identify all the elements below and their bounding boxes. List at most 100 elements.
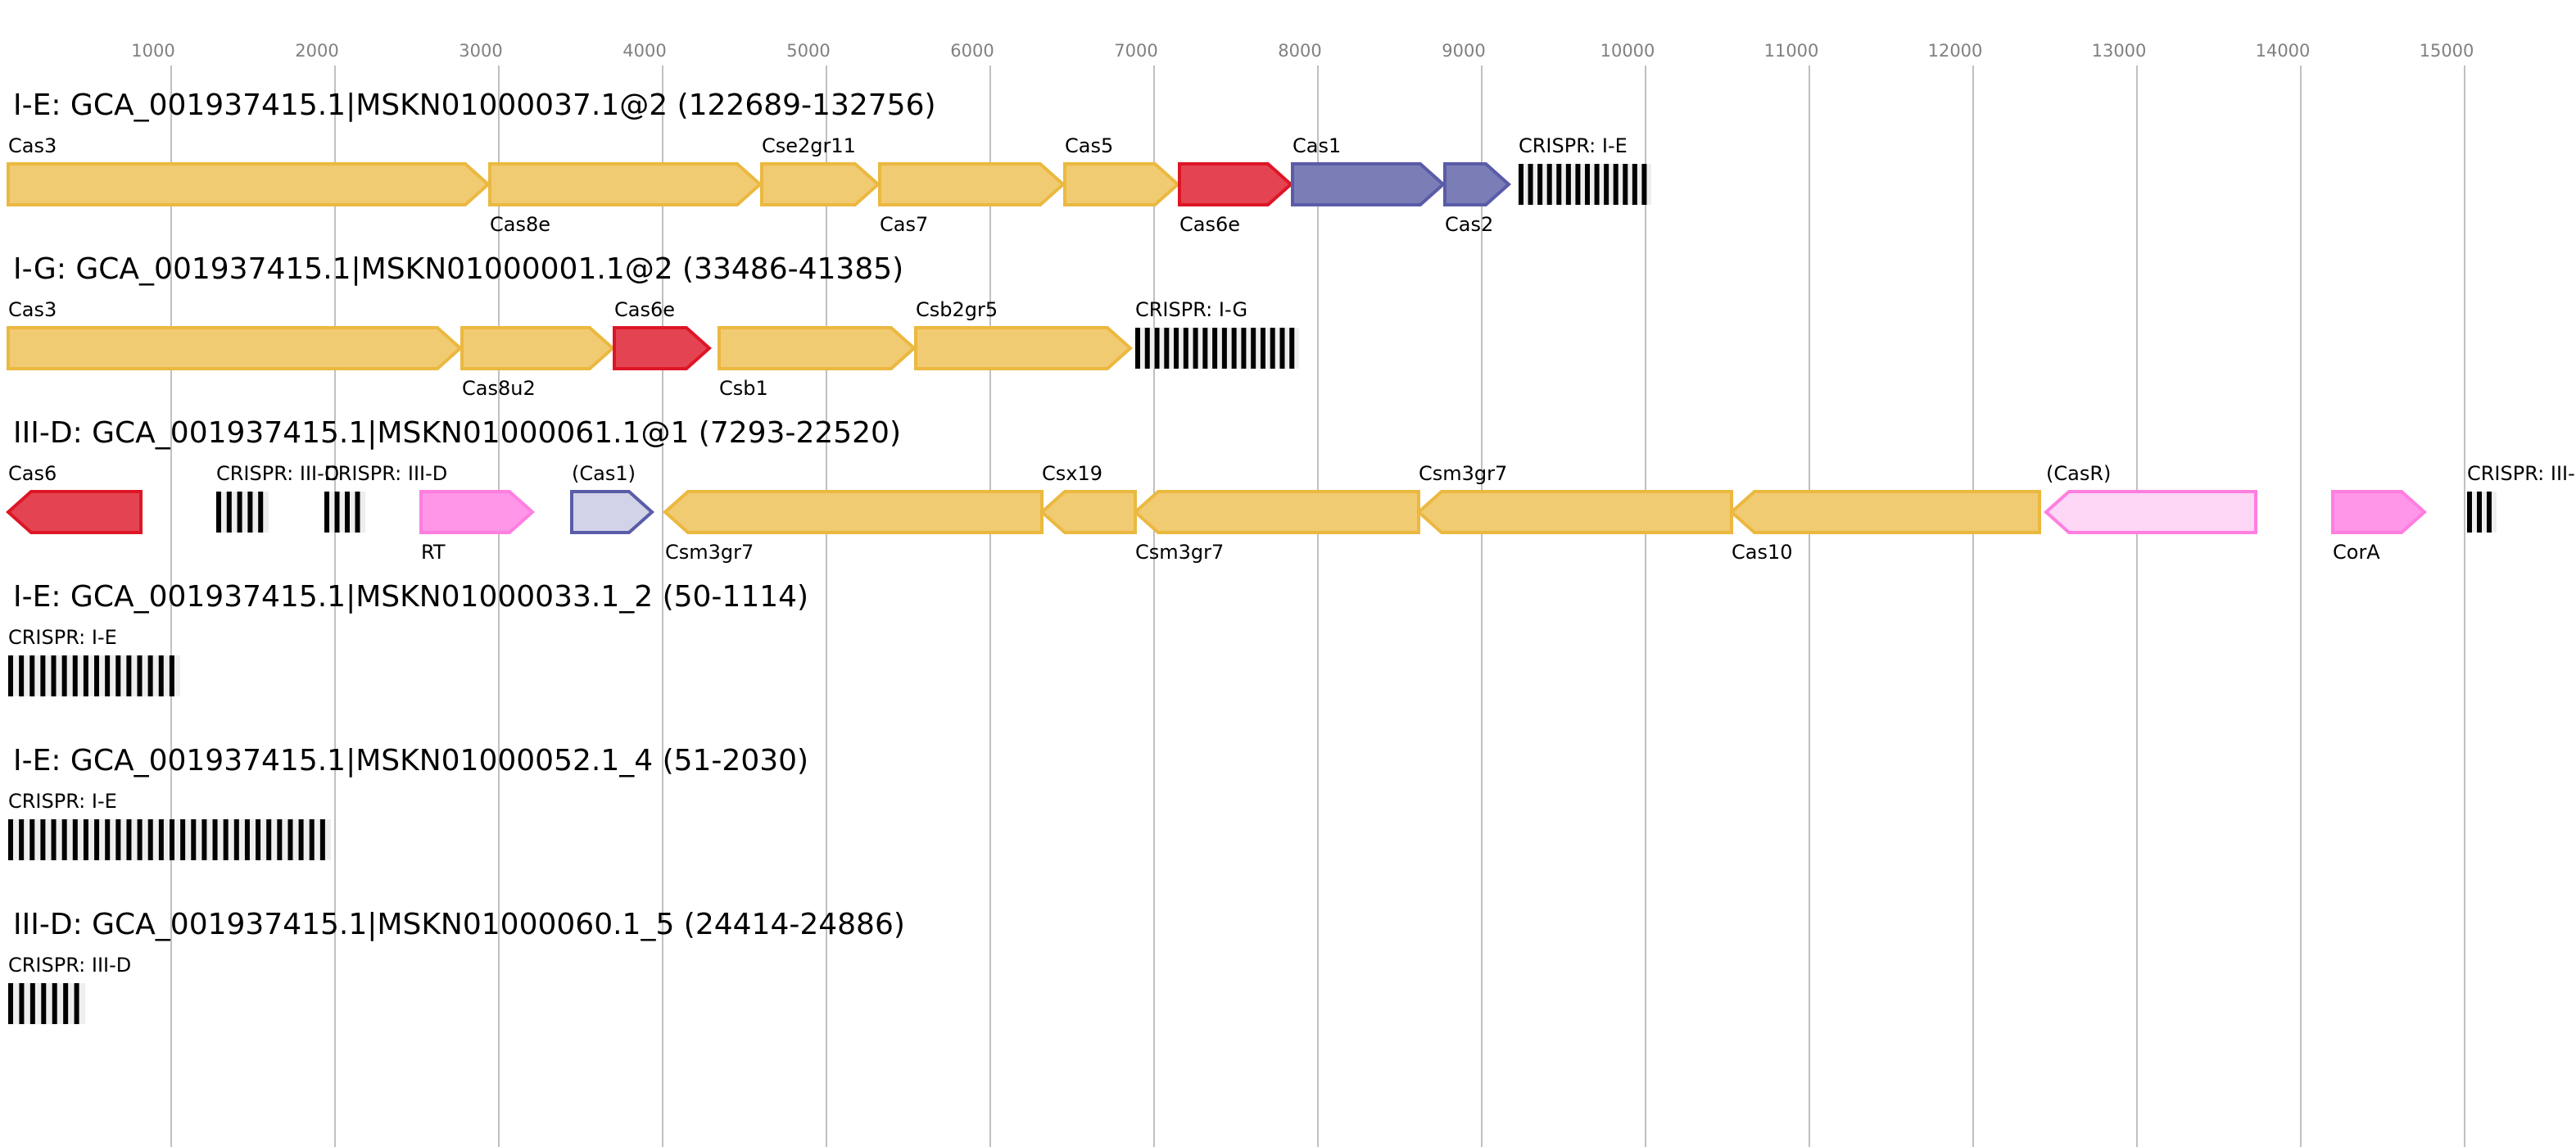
- crispr-repeat: [19, 983, 25, 1024]
- locus-row: I-E: GCA_001937415.1|MSKN01000033.1_2 (5…: [8, 580, 808, 696]
- feature-label: Cas7: [880, 213, 928, 236]
- crispr-repeat: [19, 819, 25, 860]
- crispr-repeat: [1193, 328, 1198, 369]
- crispr-repeat: [244, 819, 250, 860]
- gene-shape: [488, 162, 763, 206]
- gene-shape: [2331, 490, 2428, 534]
- locus-row: I-E: GCA_001937415.1|MSKN01000037.1@2 (1…: [7, 88, 1651, 236]
- gene-shape: [613, 326, 713, 370]
- crispr-repeat: [1279, 328, 1285, 369]
- crispr-repeat: [63, 983, 69, 1024]
- crispr-repeat: [8, 819, 13, 860]
- gene-shape: [5, 490, 143, 534]
- gene-arrow: Csb1: [718, 326, 917, 400]
- crispr-repeat: [1613, 164, 1618, 205]
- axis-tick-label: 3000: [459, 41, 502, 61]
- gene-arrow: Cas6e: [1178, 162, 1294, 236]
- gene-shape: [1039, 490, 1137, 534]
- crispr-repeat: [1231, 328, 1237, 369]
- feature-label: CorA: [2333, 541, 2380, 564]
- rows-layer: I-E: GCA_001937415.1|MSKN01000037.1@2 (1…: [5, 88, 2576, 1024]
- feature-label: Cas10: [1732, 541, 1793, 564]
- crispr-repeat: [258, 492, 264, 533]
- crispr-repeat: [29, 655, 35, 696]
- gene-arrow: CorA: [2331, 490, 2428, 564]
- crispr-repeat: [105, 655, 111, 696]
- crispr-repeat: [115, 819, 121, 860]
- feature-label: RT: [421, 541, 446, 564]
- feature-label: Csx19: [1042, 462, 1102, 485]
- crispr-repeat: [41, 983, 47, 1024]
- gene-arrow: Csb2gr5: [914, 298, 1134, 370]
- crispr-repeat: [1556, 164, 1562, 205]
- crispr-repeat: [105, 819, 111, 860]
- crispr-repeat: [51, 655, 57, 696]
- crispr-repeat: [40, 819, 46, 860]
- grid-layer: 1000 2000 3000 4000 5000 6000 7000 8000 9000 1000…: [131, 41, 2474, 1147]
- locus-title: III-D: GCA_001937415.1|MSKN01000060.1_5 …: [13, 908, 905, 941]
- locus-title: I-G: GCA_001937415.1|MSKN01000001.1@2 (3…: [13, 252, 903, 286]
- axis-tick-label: 5000: [786, 41, 830, 61]
- crispr-repeat: [137, 819, 143, 860]
- crispr-repeat: [169, 655, 174, 696]
- crispr-repeat: [319, 819, 325, 860]
- crispr-repeat: [233, 819, 239, 860]
- crispr-repeat: [247, 492, 253, 533]
- crispr-repeat: [158, 819, 164, 860]
- locus-title: I-E: GCA_001937415.1|MSKN01000033.1_2 (5…: [13, 580, 808, 614]
- crispr-repeat: [1174, 328, 1179, 369]
- feature-label: Cas6e: [614, 298, 675, 321]
- crispr-repeat: [2487, 492, 2492, 533]
- feature-label: Csm3gr7: [1419, 462, 1507, 485]
- crispr-repeat: [1519, 164, 1523, 205]
- crispr-repeat: [1135, 328, 1140, 369]
- gene-arrow: Cse2gr11: [760, 134, 881, 206]
- gene-shape: [7, 162, 491, 206]
- feature-label: Cas3: [8, 134, 57, 157]
- locus-title: III-D: GCA_001937415.1|MSKN01000061.1@1 …: [13, 416, 901, 450]
- crispr-repeat: [324, 492, 329, 533]
- crispr-repeat: [1251, 328, 1256, 369]
- crispr-repeat: [1623, 164, 1628, 205]
- crispr-repeat: [115, 655, 121, 696]
- crispr-repeat: [1289, 328, 1295, 369]
- feature-label: CRISPR: I-E: [1519, 134, 1628, 157]
- crispr-repeat: [61, 655, 67, 696]
- locus-row: III-D: GCA_001937415.1|MSKN01000060.1_5 …: [8, 908, 905, 1024]
- crispr-repeat: [8, 983, 13, 1024]
- feature-label: Cas6e: [1179, 213, 1240, 236]
- crispr-repeat: [1212, 328, 1218, 369]
- crispr-repeat: [266, 819, 272, 860]
- crispr-repeat: [216, 492, 221, 533]
- axis-tick-label: 11000: [1764, 41, 1819, 61]
- crispr-repeat: [1260, 328, 1265, 369]
- crispr-repeat: [40, 655, 46, 696]
- feature-label: Cas5: [1065, 134, 1113, 157]
- axis-tick-label: 10000: [1600, 41, 1655, 61]
- gene-shape: [1415, 490, 1733, 534]
- gene-arrow: Cas2: [1443, 162, 1512, 236]
- feature-label: Cas8u2: [462, 377, 536, 400]
- gene-arrow: Cas8u2: [460, 326, 616, 400]
- gene-arrow: Cas8e: [488, 162, 763, 236]
- crispr-repeat: [180, 819, 186, 860]
- crispr-repeat: [170, 819, 174, 860]
- gene-shape: [662, 490, 1044, 534]
- feature-label: Cas3: [8, 298, 57, 321]
- crispr-repeat: [237, 492, 242, 533]
- crispr-array: CRISPR: III-D: [324, 462, 447, 533]
- gene-arrow: (CasR): [2043, 462, 2257, 534]
- axis-tick-label: 12000: [1928, 41, 1983, 61]
- crispr-repeat: [51, 819, 57, 860]
- crispr-repeat: [94, 819, 100, 860]
- feature-label: CRISPR: III-D: [2467, 462, 2576, 485]
- gene-arrow: Cas10: [1728, 490, 2041, 564]
- crispr-repeat: [277, 819, 283, 860]
- axis-tick-label: 1000: [131, 41, 174, 61]
- gene-shape: [914, 326, 1134, 370]
- crispr-repeat: [191, 819, 197, 860]
- gene-shape: [1063, 162, 1181, 206]
- crispr-repeat: [2477, 492, 2482, 533]
- crispr-repeat: [287, 819, 293, 860]
- feature-label: Cas1: [1293, 134, 1341, 157]
